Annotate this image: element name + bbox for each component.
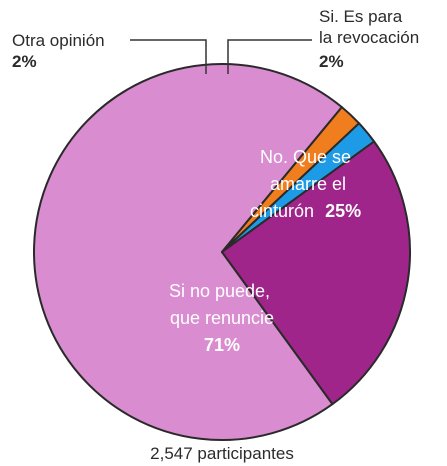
participants-footnote: 2,547 participantes xyxy=(150,444,294,463)
slice-label-revocacion: Si. Es para la revocación xyxy=(319,7,419,47)
pie-slices xyxy=(33,63,411,441)
slice-label-renuncie: Si no puede, que renuncie xyxy=(169,281,275,328)
slice-label-renuncie-line-2: que renuncie xyxy=(170,308,274,328)
slice-value-otra-opinion: 2% xyxy=(12,52,37,71)
slice-value-renuncie: 71% xyxy=(204,335,240,355)
slice-label-renuncie-line-1: Si no puede, xyxy=(169,281,270,301)
slice-label-otra-opinion-line-1: Otra opinión xyxy=(12,31,105,50)
slice-value-cinturon: 25% xyxy=(325,201,361,221)
slice-label-cinturon-line-1: No. Que se xyxy=(260,147,351,167)
pie-slice-4 xyxy=(221,140,411,406)
slice-label-cinturon: No. Que se amarre el xyxy=(260,147,356,194)
leader-line-revocacion xyxy=(227,39,312,74)
slice-label-revocacion-line-2: la revocación xyxy=(319,28,419,47)
slice-label-otra-opinion: Otra opinión xyxy=(12,31,105,50)
slice-label-cinturon-word: cinturón xyxy=(250,201,314,221)
slice-label-revocacion-line-1: Si. Es para xyxy=(319,7,403,26)
slice-value-revocacion: 2% xyxy=(319,52,344,71)
slice-label-cinturon-line-2: amarre el xyxy=(270,174,346,194)
leader-lines xyxy=(130,39,312,74)
slice-label-cinturon-line-3: cinturón 25% xyxy=(250,201,361,221)
leader-line-otra-opinion xyxy=(130,39,207,74)
